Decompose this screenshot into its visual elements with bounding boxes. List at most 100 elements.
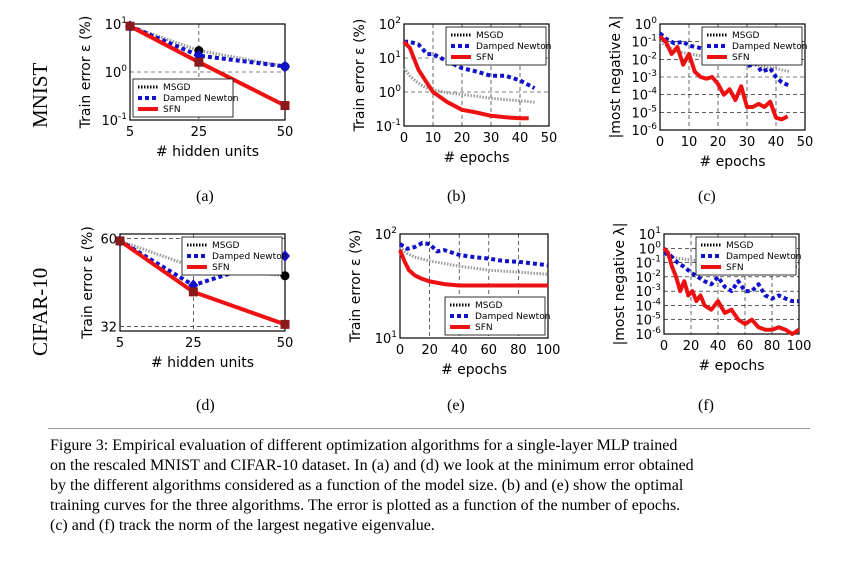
y-tick-label: 10-1 — [375, 118, 401, 135]
x-tick-label: 40 — [768, 135, 785, 150]
chart-f: 0 20 40 60 80 10010110010-110-210-310-410-510… — [612, 223, 811, 374]
series-line-msgd — [129, 24, 286, 68]
y-axis-label: Train error ε (%) — [348, 230, 364, 344]
point-marker — [125, 21, 135, 31]
y-tick-label: 10-1 — [631, 34, 657, 51]
legend-label-sfn: SFN — [475, 323, 493, 333]
x-tick-label: 40 — [710, 339, 727, 354]
x-tick-label: 60 — [481, 343, 498, 358]
x-tick-label: 40 — [451, 343, 468, 358]
y-tick-label: 10-4 — [635, 297, 661, 314]
caption-line-4: training curves for the three algorithms… — [50, 497, 681, 514]
point-marker — [280, 60, 290, 73]
y-tick-label: 60 — [100, 233, 117, 248]
chart-b: 0 10 20 30 40 50 102 101 100 10-1 # epochs Train er… — [352, 16, 557, 166]
x-tick-label: 50 — [541, 131, 558, 146]
series-line-msgd — [399, 245, 549, 276]
plot-frame — [119, 233, 286, 332]
x-tick-label: 20 — [710, 135, 727, 150]
y-tick-label: 100 — [105, 64, 128, 81]
series-line-sfn — [658, 34, 789, 122]
y-tick-label: 10-4 — [631, 87, 657, 104]
sublabel-c: (c) — [698, 188, 716, 205]
series-line-sfn — [402, 40, 529, 121]
x-tick-label: 20 — [454, 131, 471, 146]
x-tick-label: 5 — [126, 125, 134, 140]
legend-label-sfn: SFN — [163, 105, 181, 115]
legend-label-msgd: MSGD — [732, 31, 759, 41]
legend-label-msgd: MSGD — [726, 241, 753, 251]
caption-line-5: (c) and (f) track the norm of the larges… — [50, 517, 435, 534]
y-tick-label: 100 — [635, 16, 658, 33]
y-tick-label: 10-2 — [635, 269, 661, 286]
y-axis-label: |most negative λ| — [608, 16, 624, 139]
x-tick-label: 80 — [764, 339, 781, 354]
caption-line-3: by the different algorithms considered a… — [50, 477, 684, 494]
caption-divider — [48, 428, 810, 429]
chart-a: 5 25 50 101 100 10-1 # hidden units Train error… — [78, 16, 293, 160]
x-tick-label: 20 — [421, 343, 438, 358]
x-tick-label: 100 — [787, 339, 812, 354]
legend-label-damped: Damped Newton — [732, 42, 807, 52]
series-line-damped — [663, 250, 799, 304]
point-marker — [280, 249, 290, 262]
point-marker — [280, 101, 290, 111]
x-tick-label: 60 — [737, 339, 754, 354]
sublabel-b: (b) — [447, 188, 466, 205]
y-tick-label: 10-3 — [631, 69, 657, 86]
y-axis-label: Train error ε (%) — [352, 19, 368, 133]
legend-label-msgd: MSGD — [163, 83, 190, 93]
y-tick-label: 102 — [379, 16, 401, 33]
y-axis-label: Train error ε (%) — [78, 16, 94, 130]
y-tick-label: 10-1 — [101, 112, 127, 129]
sublabel-d: (d) — [196, 397, 215, 414]
x-tick-label: 25 — [185, 336, 202, 351]
y-tick-label: 10-6 — [635, 326, 661, 343]
y-tick-label: 10-1 — [635, 255, 661, 272]
y-tick-label: 10-3 — [635, 283, 661, 300]
x-tick-label: 10 — [681, 135, 698, 150]
x-tick-label: 10 — [425, 131, 442, 146]
y-tick-label: 102 — [375, 226, 397, 243]
legend-label-damped: Damped Newton — [163, 94, 238, 104]
legend-label-msgd: MSGD — [212, 241, 239, 251]
x-tick-label: 80 — [510, 343, 527, 358]
x-tick-label: 50 — [277, 125, 294, 140]
caption-line-1: Figure 3: Empirical evaluation of differ… — [50, 437, 678, 454]
x-tick-label: 20 — [683, 339, 700, 354]
y-tick-label: 10-6 — [631, 122, 657, 139]
figure-caption: Figure 3: Empirical evaluation of differ… — [50, 436, 810, 536]
x-tick-label: 0 — [400, 131, 408, 146]
point-marker — [188, 287, 198, 297]
y-tick-label: 10-5 — [631, 104, 657, 121]
series-line-damped — [129, 24, 286, 69]
series-line-msgd — [402, 67, 535, 104]
y-tick-label: 100 — [379, 84, 402, 101]
x-tick-label: 5 — [116, 336, 124, 351]
x-axis-label: # epochs — [699, 154, 765, 170]
x-tick-label: 0 — [396, 343, 404, 358]
y-tick-label: 101 — [639, 226, 661, 243]
x-axis-label: # epochs — [443, 150, 509, 166]
series-line-sfn — [662, 246, 801, 336]
sublabel-a: (a) — [196, 188, 214, 205]
y-axis-label: |most negative λ| — [612, 223, 628, 346]
chart-e: 0 20 40 60 80 100 102 101 # epochs Train error ε … — [348, 226, 560, 378]
series-line-damped — [398, 241, 549, 268]
sublabel-f: (f) — [698, 397, 714, 414]
x-tick-label: 0 — [660, 339, 668, 354]
x-axis-label: # epochs — [441, 362, 507, 378]
legend-label-damped: Damped Newton — [475, 312, 550, 322]
series-line-msgd — [659, 40, 791, 74]
point-marker — [115, 236, 125, 246]
legend-label-damped: Damped Newton — [726, 252, 801, 262]
x-tick-label: 50 — [797, 135, 814, 150]
x-tick-label: 50 — [277, 336, 294, 351]
